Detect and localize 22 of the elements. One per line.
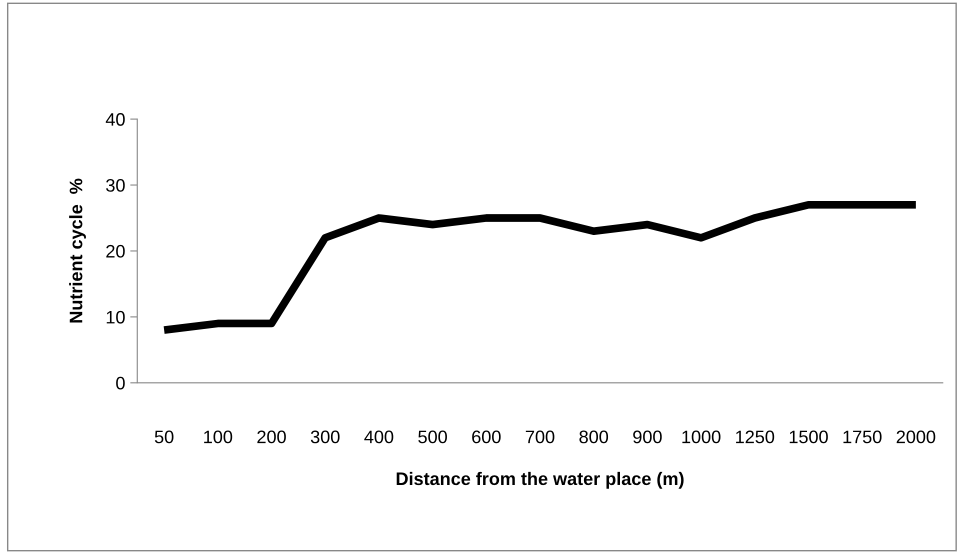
x-tick-label: 600 [472, 430, 501, 444]
x-tick-label: 2000 [896, 430, 936, 444]
x-tick-label: 700 [526, 430, 554, 444]
y-axis-title: Nutrient cycle % [69, 178, 86, 322]
x-tick-label: 300 [310, 430, 340, 444]
x-tick-label: 50 [154, 430, 174, 444]
x-tick-label: 1000 [682, 430, 720, 444]
y-tick-label: 10 [106, 310, 125, 324]
x-tick-label: 1750 [843, 430, 882, 444]
x-tick-label: 800 [579, 430, 608, 444]
x-tick-label: 400 [364, 430, 394, 444]
x-axis-title: Distance from the water place (m) [396, 472, 684, 489]
y-tick-label: 30 [106, 178, 125, 192]
x-tick-label: 1500 [790, 430, 828, 444]
x-tick-label: 200 [257, 430, 286, 444]
y-tick-label: 0 [116, 376, 125, 390]
x-tick-label: 500 [418, 430, 447, 444]
x-tick-label: 1250 [736, 430, 774, 444]
x-tick-label: 100 [204, 430, 232, 444]
y-tick-label: 20 [106, 244, 125, 258]
x-tick-label: 900 [633, 430, 662, 444]
y-tick-label: 40 [106, 113, 125, 126]
